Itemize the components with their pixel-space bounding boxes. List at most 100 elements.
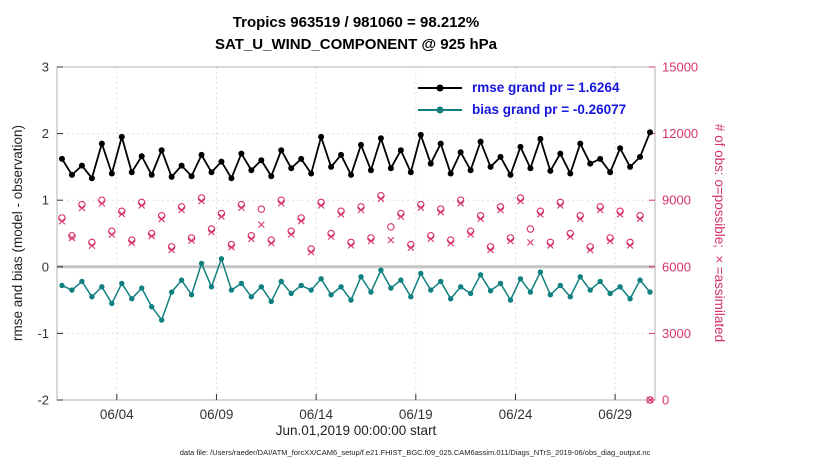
possible-obs-marker (636, 211, 644, 220)
assimilated-obs-marker (168, 246, 176, 254)
possible-obs-marker (177, 203, 186, 211)
rmse-point (617, 145, 624, 152)
assimilated-obs-marker (218, 213, 225, 221)
bias-point (308, 287, 314, 293)
rmse-legend-dot (436, 84, 444, 91)
rmse-point (357, 141, 364, 148)
x-axis-label: Jun.01,2019 00:00:00 start (275, 423, 437, 438)
x-tick-label: 06/04 (100, 407, 134, 422)
possible-obs-marker (347, 238, 355, 247)
assimilated-obs-marker (427, 235, 435, 243)
assimilated-obs-marker (397, 213, 405, 221)
bias-point (597, 278, 603, 285)
assimilated-obs-marker (138, 202, 146, 209)
assimilated-obs-marker (88, 242, 96, 250)
possible-obs-marker (317, 198, 325, 207)
assimilated-obs-marker (407, 244, 415, 252)
left-tick-label: 3 (42, 60, 49, 75)
assimilated-obs-marker (78, 204, 86, 212)
possible-obs-marker (297, 214, 305, 222)
bias-point (298, 282, 304, 289)
rmse-point (527, 165, 534, 172)
bias-point (258, 284, 265, 290)
bias-point (577, 274, 583, 280)
rmse-point (467, 167, 474, 174)
rmse-point (128, 169, 135, 176)
bias-line-marker-icon (418, 106, 462, 113)
assimilated-obs-marker (447, 239, 455, 247)
rmse-point (138, 153, 145, 160)
right-tick-label: 6000 (662, 259, 691, 274)
possible-obs-marker (167, 243, 176, 251)
bias-point (89, 294, 95, 300)
possible-obs-marker (337, 207, 345, 216)
rmse-point (288, 165, 295, 172)
right-tick-label: 9000 (662, 193, 691, 208)
bias-point (119, 280, 125, 287)
legend-item-rmse: rmse grand pr = 1.6264 (418, 80, 626, 95)
rmse-point (148, 171, 155, 178)
bias-point (557, 282, 564, 289)
x-tick-label: 06/19 (399, 407, 433, 422)
assimilated-obs-marker (228, 243, 235, 251)
assimilated-obs-marker (337, 211, 345, 218)
possible-obs-marker (436, 205, 445, 213)
rmse-point (417, 131, 424, 138)
possible-obs-marker (217, 209, 226, 218)
assimilated-obs-marker (208, 228, 215, 236)
rmse-point (577, 140, 584, 147)
left-tick-label: -2 (37, 393, 49, 408)
possible-obs-marker (616, 207, 624, 216)
rmse-point (557, 150, 564, 157)
bias-point (358, 274, 364, 280)
assimilated-obs-marker (546, 242, 554, 249)
rmse-point (348, 171, 355, 178)
assimilated-obs-marker (327, 233, 335, 240)
legend: rmse grand pr = 1.6264 bias grand pr = -… (418, 80, 626, 117)
assimilated-obs-marker (257, 221, 265, 229)
assimilated-obs-marker (237, 204, 245, 212)
possible-obs-marker (646, 396, 654, 404)
bias-point (288, 290, 294, 297)
bias-point (388, 285, 394, 291)
rmse-point (318, 133, 325, 140)
rmse-point (377, 135, 384, 142)
rmse-point (158, 147, 165, 154)
assimilated-obs-marker (636, 215, 644, 223)
bias-point (148, 304, 155, 310)
rmse-point (407, 169, 414, 176)
bias-point (158, 317, 165, 323)
assimilated-obs-marker (347, 242, 355, 249)
bias-point (398, 277, 404, 283)
assimilated-obs-marker (467, 230, 475, 238)
assimilated-obs-marker (128, 239, 136, 247)
assimilated-obs-marker (188, 237, 195, 244)
assimilated-obs-marker (287, 230, 295, 238)
rmse-point (118, 133, 125, 140)
possible-obs-marker (137, 198, 146, 207)
possible-obs-marker (247, 231, 256, 240)
possible-obs-marker (307, 245, 315, 253)
possible-obs-marker (267, 236, 276, 244)
rmse-point (497, 153, 504, 160)
rmse-point (278, 147, 285, 154)
bias-legend-dot (436, 106, 444, 113)
axes-box (56, 66, 656, 401)
possible-obs-marker (466, 227, 475, 236)
assimilated-obs-marker (357, 206, 365, 214)
x-tick-label: 06/09 (200, 407, 234, 422)
rmse-point (328, 163, 335, 170)
possible-obs-marker (88, 238, 96, 247)
assimilated-obs-marker (307, 248, 315, 256)
rmse-point (268, 173, 275, 180)
rmse-point (627, 163, 634, 170)
bias-point (208, 284, 215, 290)
assimilated-obs-marker (277, 199, 285, 207)
bias-point (428, 287, 434, 293)
possible-obs-marker (566, 229, 575, 238)
possible-obs-marker (387, 223, 395, 231)
rmse-point (487, 163, 494, 170)
bias-point (278, 278, 284, 285)
rmse-point (68, 171, 75, 178)
